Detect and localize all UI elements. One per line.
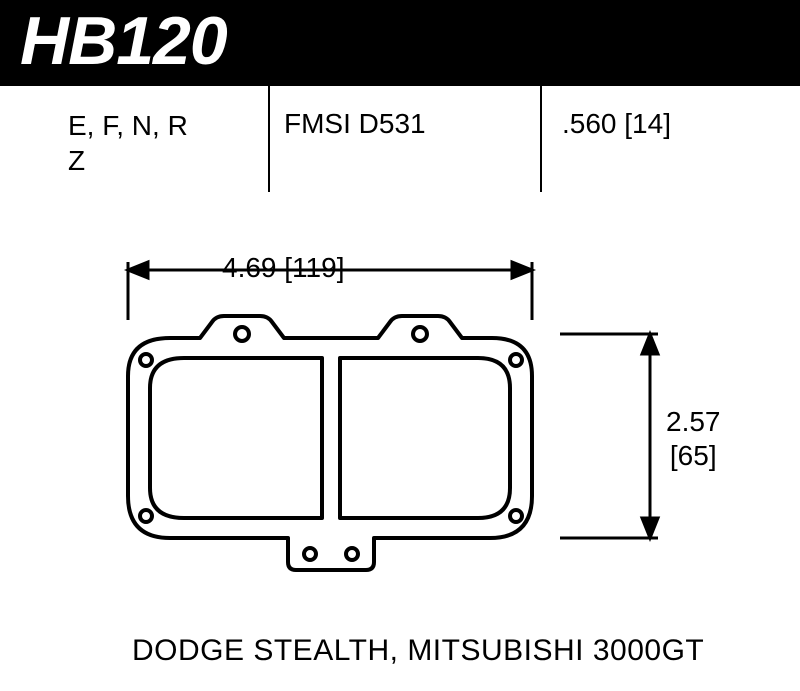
info-row: E, F, N, R Z FMSI D531 .560 [14] — [0, 108, 800, 198]
applications-label: DODGE STEALTH, MITSUBISHI 3000GT — [132, 634, 704, 668]
compound-codes: E, F, N, R Z — [68, 108, 188, 178]
brake-pad-diagram — [0, 240, 800, 640]
part-number-title: HB120 — [20, 2, 227, 80]
fmsi-code: FMSI D531 — [284, 108, 426, 140]
thickness-value: .560 [14] — [562, 108, 671, 140]
compound-codes-line2: Z — [68, 145, 85, 176]
compound-codes-line1: E, F, N, R — [68, 110, 188, 141]
